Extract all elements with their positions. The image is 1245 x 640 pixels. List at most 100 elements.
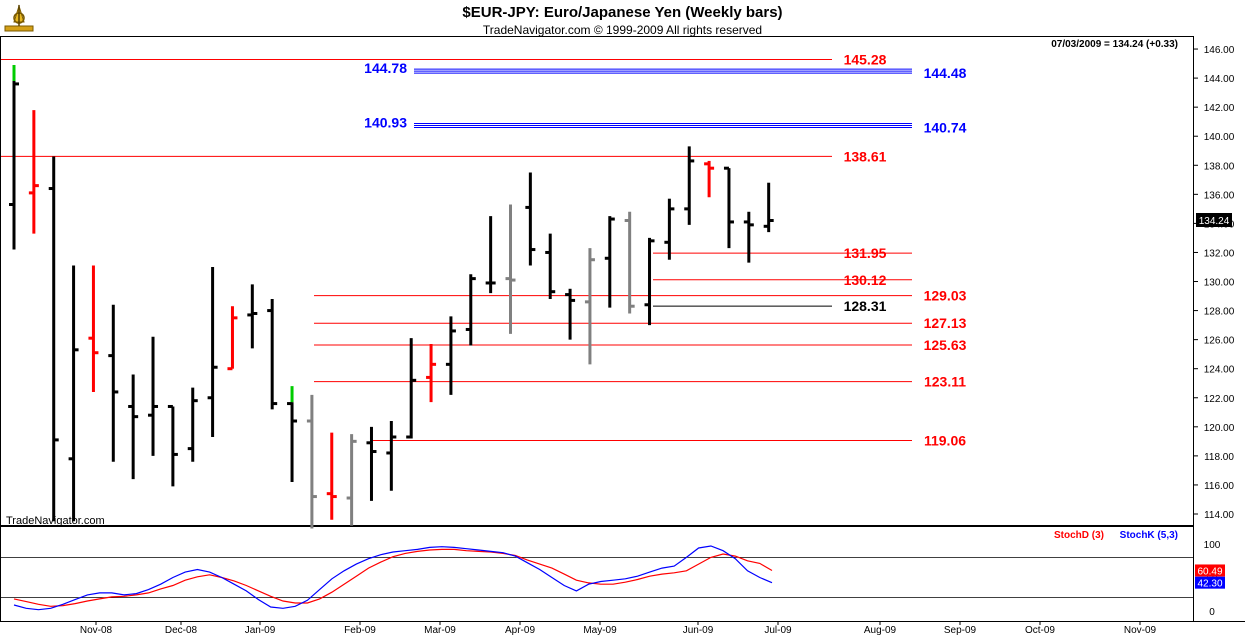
- chart-subtitle: TradeNavigator.com © 1999-2009 All right…: [482, 23, 763, 37]
- last-price-tag: 134.24: [1196, 213, 1232, 227]
- stoch-value-tag: [1195, 564, 1225, 577]
- level-label: 145.28: [844, 52, 887, 68]
- ship-wheel-icon: [4, 4, 34, 32]
- stoch-value-label: 60.49: [1197, 566, 1222, 577]
- chart-title: $EUR-JPY: Euro/Japanese Yen (Weekly bars…: [462, 4, 783, 21]
- level-label: 130.12: [844, 272, 887, 288]
- level-label: 119.06: [924, 432, 966, 448]
- price-tick-label: 128.00: [1204, 307, 1235, 318]
- price-y-axis: 114.00 116.00 118.00 120.00 122.00 124.00 126.…: [1193, 45, 1235, 521]
- date-tick-label: Jun-09: [683, 625, 714, 636]
- date-tick-label: Mar-09: [424, 625, 456, 636]
- price-levels: 145.28 144.78 144.48 140.93 140.74 138.61 131.…: [1, 52, 967, 448]
- ohlc-bar: [247, 284, 258, 349]
- date-tick-label: Aug-09: [864, 625, 897, 636]
- ohlc-bar: [565, 288, 576, 340]
- level-label: 128.31: [844, 298, 887, 314]
- ohlc-bars: [9, 65, 774, 529]
- ohlc-bar: [366, 426, 377, 501]
- price-tick-label: 114.00: [1204, 510, 1234, 521]
- date-tick-label: Oct-09: [1025, 625, 1055, 636]
- ohlc-bar: [485, 216, 496, 294]
- date-tick-label: Nov-09: [1124, 625, 1157, 636]
- ohlc-bar: [644, 237, 655, 326]
- ohlc-bar: [167, 404, 178, 487]
- ohlc-bar: [445, 316, 456, 395]
- ohlc-bar: [743, 211, 754, 263]
- price-tick-label: 140.00: [1204, 132, 1235, 143]
- price-tick-label: 124.00: [1204, 365, 1235, 376]
- ohlc-bar: [207, 266, 218, 437]
- date-tick-label: Jul-09: [764, 625, 792, 636]
- price-tick-label: 116.00: [1204, 481, 1234, 492]
- level-label: 127.13: [924, 315, 967, 331]
- ohlc-bar: [386, 421, 397, 491]
- price-tick-label: 118.00: [1204, 452, 1234, 463]
- ohlc-bar: [326, 432, 337, 520]
- last-readout: 07/03/2009 = 134.24 (+0.33): [1051, 39, 1178, 50]
- ohlc-bar: [584, 248, 595, 365]
- stoch-tick-label: 0: [1209, 607, 1215, 618]
- ohlc-bar: [9, 65, 19, 250]
- ohlc-bar: [88, 265, 99, 392]
- price-tick-label: 122.00: [1204, 394, 1235, 405]
- ohlc-bar: [346, 434, 357, 526]
- price-tick-label: 146.00: [1204, 45, 1235, 56]
- ohlc-bar: [227, 306, 238, 371]
- level-label: 138.61: [844, 148, 887, 164]
- date-tick-label: May-09: [583, 625, 617, 636]
- price-tick-label: 136.00: [1204, 190, 1235, 201]
- ohlc-bar: [704, 160, 715, 198]
- level-label: 144.48: [924, 65, 967, 81]
- level-left-label: 140.93: [364, 114, 407, 130]
- level-label: 140.74: [924, 119, 967, 135]
- legend-stochd: StochD (3): [1054, 530, 1104, 541]
- ohlc-bar: [187, 387, 198, 462]
- last-price-label: 134.24: [1199, 216, 1230, 227]
- date-tick-label: Feb-09: [344, 625, 376, 636]
- legend-stochk: StochK (5,3): [1120, 530, 1178, 541]
- level-left-label: 144.78: [364, 60, 407, 76]
- level-label: 125.63: [924, 337, 967, 353]
- stochk-line: [13, 545, 773, 611]
- price-tick-label: 130.00: [1204, 278, 1235, 289]
- ohlc-bar: [48, 156, 59, 522]
- price-tick-label: 120.00: [1204, 423, 1235, 434]
- ohlc-bar: [148, 336, 159, 456]
- ohlc-bar: [763, 182, 774, 233]
- ohlc-bar: [684, 146, 695, 225]
- ohlc-bar: [267, 298, 278, 410]
- price-tick-label: 132.00: [1204, 248, 1235, 259]
- stoch-tick-label: 100: [1204, 540, 1221, 551]
- ohlc-bar: [28, 110, 39, 234]
- level-label: 123.11: [924, 374, 966, 390]
- date-tick-label: Sep-09: [944, 625, 977, 636]
- ohlc-bar: [624, 211, 635, 314]
- stoch-value-label: 42.30: [1197, 579, 1222, 590]
- stoch-value-tag: [1195, 576, 1225, 589]
- date-tick-label: Apr-09: [505, 625, 535, 636]
- ohlc-bar: [723, 166, 734, 249]
- level-label: 129.03: [924, 288, 967, 304]
- date-tick-label: Dec-08: [165, 625, 198, 636]
- ohlc-bar: [525, 172, 536, 266]
- ohlc-bar: [505, 204, 516, 334]
- level-label: 131.95: [844, 245, 887, 261]
- date-tick-label: Nov-08: [80, 625, 113, 636]
- price-tick-label: 144.00: [1204, 74, 1235, 85]
- ohlc-bar: [465, 274, 476, 346]
- price-tick-label: 142.00: [1204, 103, 1235, 114]
- date-x-axis: Nov-08 Dec-08 Jan-09 Feb-09 Mar-09 Apr-09 May-…: [80, 621, 1157, 636]
- ohlc-bar: [68, 265, 79, 522]
- date-tick-label: Jan-09: [245, 625, 276, 636]
- price-tick-label: 126.00: [1204, 336, 1235, 347]
- ohlc-bar: [306, 394, 317, 529]
- ohlc-bar: [604, 216, 615, 308]
- stochd-line: [13, 548, 773, 607]
- ohlc-bar: [108, 304, 119, 462]
- ohlc-bar: [287, 386, 298, 483]
- ohlc-bar: [426, 343, 437, 403]
